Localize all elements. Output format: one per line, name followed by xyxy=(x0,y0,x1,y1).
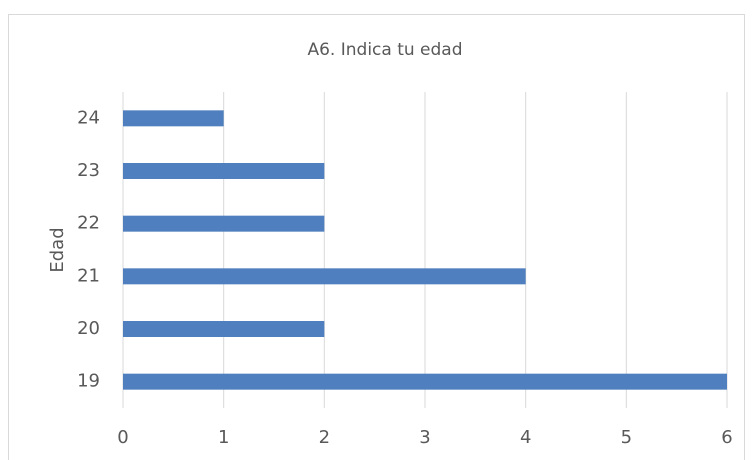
bar xyxy=(123,215,325,232)
bar xyxy=(123,163,325,179)
y-tick-label: 23 xyxy=(77,160,100,181)
y-tick-label: 19 xyxy=(77,371,100,392)
bar xyxy=(123,373,727,390)
y-tick-label: 21 xyxy=(77,265,100,286)
x-tick-label: 2 xyxy=(319,427,330,448)
x-tick-label: 4 xyxy=(520,427,531,448)
y-axis-label: Edad xyxy=(47,227,68,272)
x-tick-label: 1 xyxy=(218,427,229,448)
y-tick-label: 22 xyxy=(77,213,100,234)
bar xyxy=(123,268,526,285)
chart-border xyxy=(8,14,745,460)
y-tick-label: 24 xyxy=(77,107,100,128)
x-tick-label: 5 xyxy=(621,427,632,448)
bar xyxy=(123,321,325,337)
x-tick-label: 3 xyxy=(419,427,430,448)
chart-title: A6. Indica tu edad xyxy=(307,40,462,60)
bar xyxy=(123,110,224,127)
x-tick-label: 0 xyxy=(117,427,128,448)
x-tick-label: 6 xyxy=(721,427,732,448)
y-tick-label: 20 xyxy=(77,318,100,339)
